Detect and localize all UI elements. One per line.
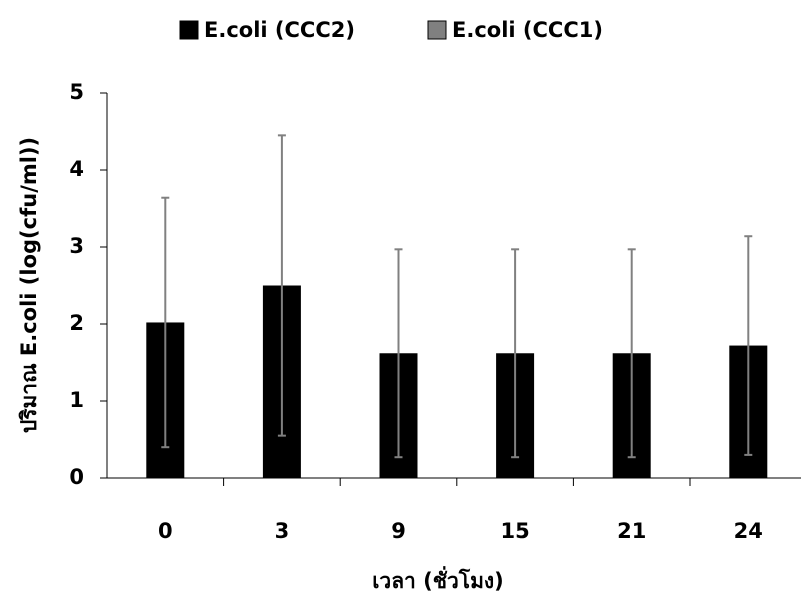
legend-label: E.coli (CCC2)	[204, 18, 355, 42]
error-bar	[627, 248, 636, 459]
y-tick-label: 1	[69, 388, 84, 412]
error-bar	[744, 235, 753, 456]
error-bar	[511, 248, 520, 459]
error-bar	[277, 134, 286, 437]
x-tick-label: 24	[734, 519, 763, 543]
error-bar	[161, 196, 170, 449]
legend-swatch	[179, 20, 199, 40]
y-tick-label: 5	[69, 80, 84, 104]
legend-swatch	[427, 20, 447, 40]
error-bar	[394, 248, 403, 459]
y-tick-label: 3	[69, 234, 84, 258]
x-tick-label: 21	[617, 519, 646, 543]
x-axis-label: เวลา (ชั่วโมง)	[372, 565, 504, 593]
y-axis-label: ปริมาณ E.coli (log(cfu/ml))	[17, 137, 41, 433]
x-tick-label: 9	[391, 519, 406, 543]
x-tick-label: 3	[275, 519, 290, 543]
x-tick-label: 0	[158, 519, 173, 543]
legend-label: E.coli (CCC1)	[452, 18, 603, 42]
x-tick-label: 15	[500, 519, 529, 543]
y-tick-label: 4	[69, 157, 84, 181]
y-tick-label: 0	[69, 465, 84, 489]
y-tick-label: 2	[69, 311, 84, 335]
